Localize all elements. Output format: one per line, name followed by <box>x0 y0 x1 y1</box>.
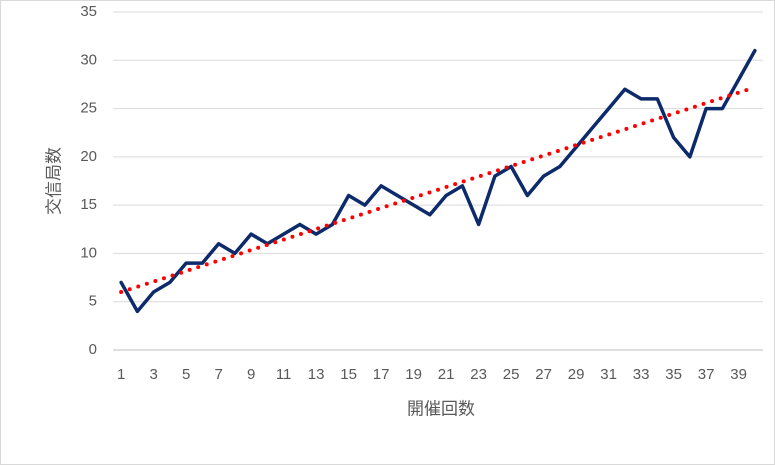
x-tick-label: 27 <box>535 366 552 383</box>
x-tick-label: 11 <box>276 366 292 383</box>
x-tick-label: 15 <box>340 366 357 383</box>
x-tick-label: 1 <box>117 366 125 383</box>
y-tick-label: 25 <box>80 100 97 117</box>
x-tick-label: 39 <box>730 366 747 383</box>
x-tick-label: 25 <box>503 366 520 383</box>
x-tick-label: 5 <box>182 366 190 383</box>
y-tick-label: 5 <box>89 293 97 310</box>
x-tick-label: 35 <box>665 366 682 383</box>
x-tick-label: 29 <box>568 366 585 383</box>
y-tick-label: 20 <box>80 148 97 165</box>
x-tick-label: 37 <box>698 366 715 383</box>
x-tick-label: 21 <box>438 366 455 383</box>
x-tick-label: 13 <box>308 366 325 383</box>
x-tick-label: 3 <box>149 366 157 383</box>
y-tick-label: 0 <box>89 341 97 358</box>
x-tick-label: 33 <box>633 366 650 383</box>
x-tick-label: 9 <box>247 366 255 383</box>
x-axis-title: 開催回数 <box>407 399 475 418</box>
x-tick-label: 7 <box>214 366 222 383</box>
x-tick-label: 19 <box>405 366 422 383</box>
y-tick-label: 10 <box>80 244 97 261</box>
y-tick-label: 15 <box>80 196 97 213</box>
x-tick-label: 31 <box>600 366 617 383</box>
y-tick-label: 35 <box>80 3 97 20</box>
x-tick-label: 17 <box>373 366 390 383</box>
y-axis-title: 交信局数 <box>44 147 63 215</box>
y-tick-label: 30 <box>80 51 97 68</box>
x-tick-label: 23 <box>470 366 487 383</box>
data-line <box>119 48 757 314</box>
trendline <box>119 85 757 295</box>
